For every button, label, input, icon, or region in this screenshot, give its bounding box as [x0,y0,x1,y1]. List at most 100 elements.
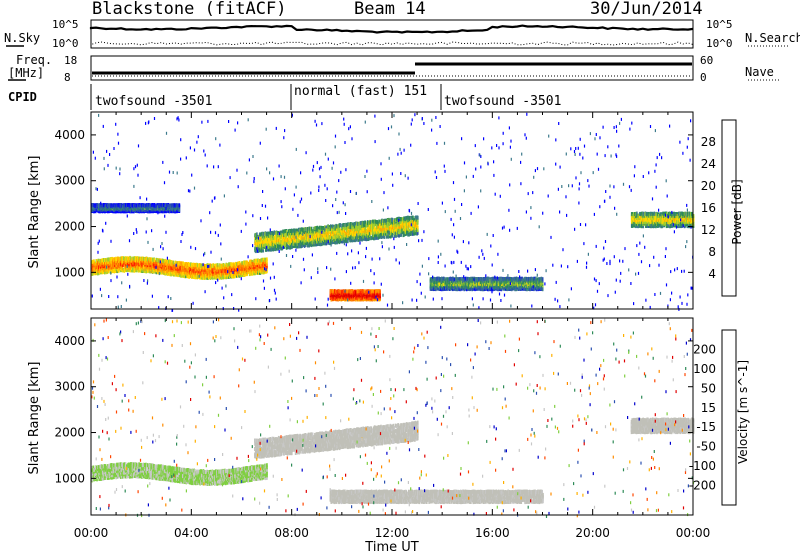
data-cell [168,271,170,276]
data-cell [412,226,414,231]
data-cell [259,232,261,237]
data-cell [315,229,317,234]
data-cell [154,204,156,209]
data-cell [103,262,105,267]
data-cell [155,203,158,208]
data-cell [291,237,293,242]
data-cell [236,267,238,272]
data-cell [232,274,234,279]
data-cell [234,270,236,275]
data-cell [376,220,378,225]
data-cell [110,203,113,208]
data-cell [382,219,384,224]
data-cell [374,219,377,224]
data-cell [264,262,266,266]
data-cell [327,235,330,240]
data-cell [391,231,393,236]
data-cell [214,271,217,276]
data-cell [109,263,112,268]
data-cell [412,224,414,228]
data-cell [352,238,355,243]
data-cell [331,289,333,294]
data-cell [121,263,124,267]
data-cell [100,208,103,213]
data-cell [335,236,337,241]
data-cell [182,262,185,267]
data-cell [185,262,187,266]
data-cell [174,203,176,208]
data-cell [355,229,357,234]
cpid-segment-3: twofsound -3501 [444,94,562,109]
data-cell [307,237,309,242]
data-cell [410,229,412,234]
data-cell [277,243,280,248]
data-cell [404,230,407,235]
data-cell [333,229,335,234]
data-cell [194,275,197,280]
data-cell [155,257,158,262]
data-cell [332,239,334,244]
data-cell [344,226,347,231]
data-cell [258,243,261,248]
data-cell [143,264,145,269]
data-cell [216,267,219,272]
data-cell [178,207,181,212]
data-cell [382,227,384,232]
data-cell [265,231,268,236]
data-cell [373,224,376,229]
data-cell [404,227,407,232]
data-cell [277,240,280,245]
data-cell [472,277,474,282]
data-cell [341,289,343,294]
data-cell [355,232,357,237]
data-cell [475,280,478,285]
data-cell [189,266,192,271]
data-cell [133,256,136,261]
data-cell [441,279,443,283]
data-cell [328,230,331,235]
data-cell [369,231,371,236]
data-cell [271,241,274,246]
data-cell [398,216,400,221]
data-cell [393,231,395,235]
data-cell [398,222,400,227]
data-cell [98,265,100,270]
data-cell [167,271,169,276]
data-cell [392,222,394,227]
data-cell [246,260,249,265]
data-cell [205,273,207,278]
data-cell [294,243,296,248]
data-cell [335,223,337,228]
data-cell [381,224,383,229]
data-cell [410,224,412,229]
data-cell [372,289,375,294]
data-cell [110,259,113,264]
data-cell [159,270,162,275]
data-cell [462,286,465,291]
data-cell [321,226,324,231]
data-cell [321,240,324,245]
data-cell [390,223,393,228]
data-cell [313,229,316,234]
data-cell [255,261,257,266]
data-cell [108,261,111,266]
data-cell [163,259,165,264]
data-cell [468,280,470,285]
data-cell [109,260,112,264]
data-cell [284,240,286,245]
data-cell [276,238,279,243]
data-cell [179,273,181,278]
data-cell [324,225,326,230]
data-cell [256,238,258,243]
data-cell [110,257,113,262]
data-cell [289,229,292,233]
data-cell [350,230,352,235]
data-cell [329,241,331,246]
data-cell [270,231,272,235]
data-cell [262,248,264,253]
data-cell [294,238,296,243]
data-cell [415,226,417,230]
data-cell [258,266,260,271]
data-cell [374,292,376,296]
